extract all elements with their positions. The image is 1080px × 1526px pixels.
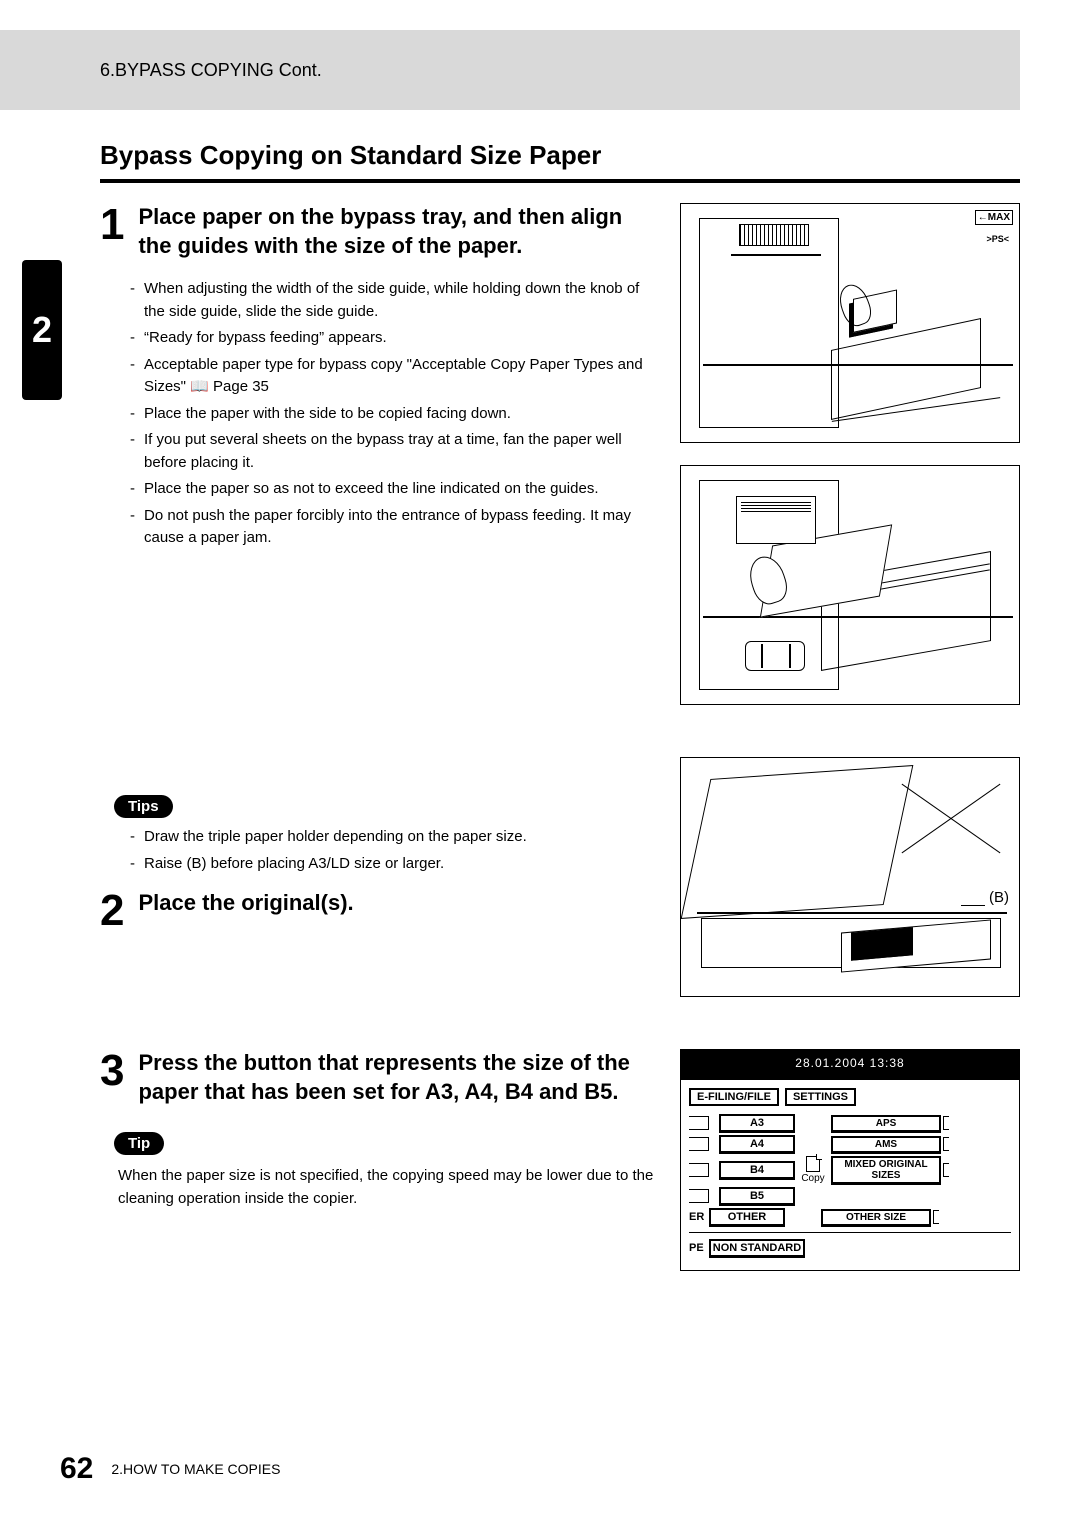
- step-2-title: Place the original(s).: [138, 889, 353, 933]
- step-1-title: Place paper on the bypass tray, and then…: [138, 203, 660, 260]
- tips-bullets: Draw the triple paper holder depending o…: [100, 826, 660, 875]
- panel-datetime: 28.01.2004 13:38: [681, 1050, 1019, 1080]
- ps-label: >PS<: [986, 234, 1009, 244]
- list-item: Draw the triple paper holder depending o…: [130, 826, 660, 849]
- step-1-figures: ←MAX >PS<: [680, 203, 1040, 727]
- list-item: Place the paper with the side to be copi…: [130, 403, 660, 426]
- tip-text: When the paper size is not specified, th…: [100, 1165, 660, 1210]
- other-size-button[interactable]: OTHER SIZE: [821, 1209, 931, 1226]
- size-other-button[interactable]: OTHER: [709, 1208, 785, 1226]
- tip-badge: Tip: [114, 1132, 164, 1155]
- list-item: Raise (B) before placing A3/LD size or l…: [130, 853, 660, 876]
- footer-text: 2.HOW TO MAKE COPIES: [111, 1461, 280, 1477]
- top-bar: 6.BYPASS COPYING Cont.: [0, 30, 1020, 110]
- aps-button[interactable]: APS: [831, 1115, 941, 1132]
- step-1-bullets: When adjusting the width of the side gui…: [100, 278, 660, 550]
- ams-button[interactable]: AMS: [831, 1136, 941, 1153]
- figure-paper-holder: (B): [680, 757, 1020, 997]
- step-number: 2: [100, 889, 124, 933]
- step-2-figure: (B): [680, 757, 1040, 1019]
- copy-label: Copy: [801, 1173, 824, 1184]
- size-a3-button[interactable]: A3: [719, 1114, 795, 1132]
- tips-and-step-2: Tips Draw the triple paper holder depend…: [100, 757, 660, 1019]
- control-panel: 28.01.2004 13:38 E-FILING/FILE SETTINGS …: [680, 1049, 1020, 1271]
- tips-badge: Tips: [114, 795, 173, 818]
- left-label-er: ER: [689, 1211, 707, 1223]
- manual-page: 6.BYPASS COPYING Cont. Bypass Copying on…: [0, 0, 1080, 1526]
- b-label: (B): [989, 889, 1009, 906]
- size-b4-button[interactable]: B4: [719, 1161, 795, 1179]
- step-3-title: Press the button that represents the siz…: [138, 1049, 660, 1106]
- max-label: ←MAX: [975, 210, 1013, 225]
- mixed-sizes-button[interactable]: MIXED ORIGINAL SIZES: [831, 1156, 941, 1184]
- step-number: 1: [100, 203, 124, 260]
- chapter-tab: 2: [22, 260, 62, 400]
- list-item: “Ready for bypass feeding” appears.: [130, 327, 660, 350]
- left-label-pe: PE: [689, 1242, 707, 1254]
- list-item: Place the paper so as not to exceed the …: [130, 478, 660, 501]
- section-title: Bypass Copying on Standard Size Paper: [100, 140, 1020, 171]
- tab-settings[interactable]: SETTINGS: [785, 1088, 856, 1106]
- list-item: Acceptable paper type for bypass copy "A…: [130, 354, 660, 399]
- list-item: Do not push the paper forcibly into the …: [130, 505, 660, 550]
- step-3: 3 Press the button that represents the s…: [100, 1049, 660, 1271]
- control-panel-figure: 28.01.2004 13:38 E-FILING/FILE SETTINGS …: [680, 1049, 1040, 1271]
- step-1: 1 Place paper on the bypass tray, and th…: [100, 203, 660, 727]
- figure-bypass-tray-load: [680, 465, 1020, 705]
- footer: 62 2.HOW TO MAKE COPIES: [60, 1452, 280, 1486]
- section-rule: [100, 179, 1020, 183]
- breadcrumb: 6.BYPASS COPYING Cont.: [100, 60, 322, 81]
- size-b5-button[interactable]: B5: [719, 1187, 795, 1205]
- chapter-number: 2: [32, 309, 52, 351]
- figure-bypass-tray-align: ←MAX >PS<: [680, 203, 1020, 443]
- tab-efiling[interactable]: E-FILING/FILE: [689, 1088, 779, 1106]
- list-item: If you put several sheets on the bypass …: [130, 429, 660, 474]
- copy-icon: [806, 1156, 820, 1172]
- page-number: 62: [60, 1452, 93, 1486]
- size-a4-button[interactable]: A4: [719, 1135, 795, 1153]
- list-item: When adjusting the width of the side gui…: [130, 278, 660, 323]
- step-number: 3: [100, 1049, 124, 1106]
- non-standard-button[interactable]: NON STANDARD: [709, 1239, 805, 1257]
